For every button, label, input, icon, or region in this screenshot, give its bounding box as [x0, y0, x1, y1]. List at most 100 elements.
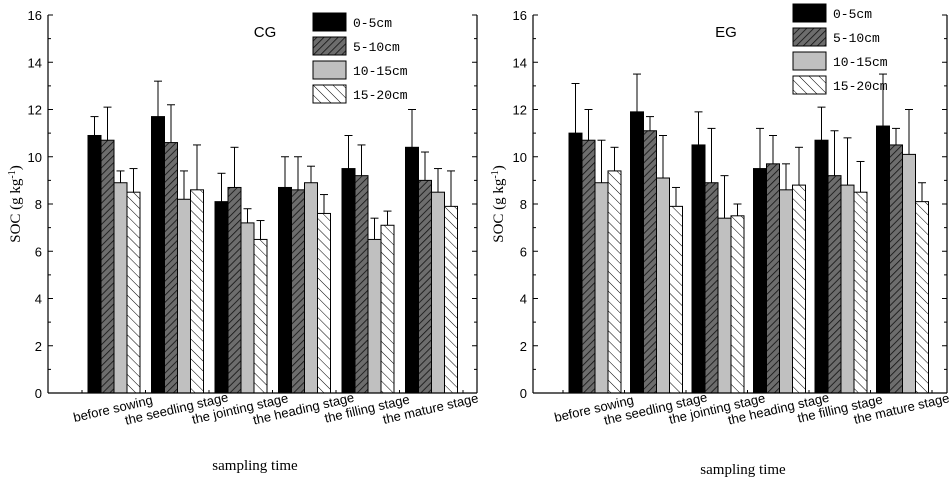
y-tick-label: 14	[28, 55, 42, 70]
error-bar-5-10cm-3	[294, 156, 302, 190]
error-bar-10-15cm-2	[720, 175, 729, 219]
bar-10-15cm-4	[367, 238, 382, 394]
y-tick-label: 0	[35, 386, 42, 401]
error-bar-0-5cm-4	[344, 134, 353, 169]
legend: 0-5cm 5-10cm 10-15cm 15-20cm	[792, 3, 888, 95]
bar-5-10cm-0	[100, 139, 115, 394]
bar-10-15cm-5	[431, 191, 445, 394]
legend-label: 5-10cm	[833, 31, 880, 46]
bar-0-5cm-3	[753, 168, 767, 394]
y-tick-label: 10	[28, 150, 42, 165]
legend-label: 5-10cm	[353, 40, 400, 55]
error-bar-5-10cm-4	[357, 144, 366, 176]
error-bar-10-15cm-1	[180, 170, 188, 200]
y-tick-label: 2	[520, 339, 527, 354]
legend-swatch-10-15cm	[792, 51, 827, 71]
legend-swatch-10-15cm	[312, 60, 347, 80]
legend-label: 15-20cm	[833, 79, 888, 94]
bar-10-15cm-1	[177, 198, 191, 394]
error-bar-5-10cm-2	[707, 127, 716, 183]
error-bar-15-20cm-5	[918, 182, 926, 202]
error-bar-10-15cm-0	[597, 139, 606, 183]
error-bar-0-5cm-0	[571, 83, 580, 134]
bar-10-15cm-0	[594, 182, 609, 394]
error-bar-5-10cm-0	[103, 106, 112, 141]
bar-5-10cm-4	[354, 175, 369, 394]
x-axis-label: sampling time	[212, 458, 298, 474]
error-bar-0-5cm-4	[817, 106, 826, 141]
bar-5-10cm-5	[889, 144, 903, 394]
bar-0-5cm-2	[691, 144, 706, 394]
bar-0-5cm-1	[630, 111, 644, 394]
error-bar-5-10cm-5	[892, 127, 900, 145]
y-tick-label: 12	[28, 103, 42, 118]
error-bar-5-10cm-1	[167, 104, 175, 143]
error-bar-15-20cm-2	[256, 220, 265, 240]
bar-15-20cm-4	[853, 191, 868, 394]
bar-15-20cm-0	[607, 170, 622, 394]
error-bar-5-10cm-1	[646, 116, 654, 131]
bar-10-15cm-0	[113, 182, 128, 394]
error-bar-15-20cm-5	[447, 170, 455, 207]
bar-15-20cm-3	[317, 212, 331, 394]
y-tick-label: 8	[35, 197, 42, 212]
legend-swatch-15-20cm	[312, 84, 347, 104]
bar-0-5cm-3	[278, 186, 292, 394]
y-tick-label: 6	[35, 244, 42, 259]
legend: 0-5cm 5-10cm 10-15cm 15-20cm	[312, 12, 408, 104]
bar-5-10cm-2	[704, 182, 719, 394]
error-bar-10-15cm-2	[243, 208, 252, 223]
error-bar-5-10cm-5	[421, 151, 429, 181]
error-bar-0-5cm-5	[879, 73, 887, 127]
error-bar-15-20cm-3	[795, 146, 803, 186]
y-axis-label: SOC (g kg-1)	[7, 165, 25, 243]
legend-swatch-15-20cm	[792, 75, 827, 95]
bar-5-10cm-4	[827, 175, 842, 394]
bar-15-20cm-3	[792, 184, 806, 394]
bar-0-5cm-0	[87, 134, 102, 394]
y-tick-label: 12	[513, 103, 527, 118]
error-bar-0-5cm-2	[217, 172, 226, 202]
error-bar-15-20cm-0	[129, 168, 138, 193]
error-bar-5-10cm-4	[830, 130, 839, 176]
legend-label: 10-15cm	[833, 55, 888, 70]
bar-0-5cm-5	[876, 125, 890, 394]
error-bar-0-5cm-0	[90, 116, 99, 136]
error-bar-15-20cm-0	[610, 146, 619, 171]
bar-10-15cm-1	[656, 177, 670, 394]
error-bar-10-15cm-3	[307, 165, 315, 183]
bar-0-5cm-4	[341, 168, 356, 394]
error-bar-10-15cm-5	[905, 109, 913, 155]
error-bar-10-15cm-1	[659, 134, 667, 179]
legend-label: 10-15cm	[353, 64, 408, 79]
y-tick-label: 8	[520, 197, 527, 212]
error-bar-10-15cm-0	[116, 170, 125, 183]
error-bar-0-5cm-3	[756, 127, 764, 169]
bar-5-10cm-3	[766, 163, 780, 394]
error-bar-0-5cm-1	[154, 80, 162, 117]
legend-label: 0-5cm	[353, 16, 392, 31]
error-bar-10-15cm-4	[843, 137, 852, 186]
bar-15-20cm-5	[444, 205, 458, 394]
y-tick-label: 6	[520, 244, 527, 259]
error-bar-10-15cm-5	[434, 168, 442, 193]
error-bar-10-15cm-4	[370, 217, 379, 240]
legend-swatch-0-5cm	[792, 3, 827, 23]
bar-0-5cm-2	[214, 201, 229, 394]
bar-10-15cm-3	[304, 182, 318, 394]
legend-swatch-5-10cm	[312, 36, 347, 56]
y-tick-label: 16	[28, 8, 42, 23]
y-tick-label: 4	[35, 292, 42, 307]
bar-5-10cm-2	[227, 186, 242, 394]
bar-15-20cm-5	[915, 201, 929, 394]
bar-15-20cm-0	[126, 191, 141, 394]
bar-10-15cm-2	[717, 217, 732, 394]
bar-0-5cm-1	[151, 116, 165, 394]
legend-label: 0-5cm	[833, 7, 872, 22]
bar-10-15cm-3	[779, 189, 793, 394]
error-bar-15-20cm-4	[856, 160, 865, 193]
y-tick-label: 14	[513, 55, 527, 70]
error-bar-15-20cm-1	[672, 186, 680, 207]
bar-10-15cm-5	[902, 153, 916, 394]
